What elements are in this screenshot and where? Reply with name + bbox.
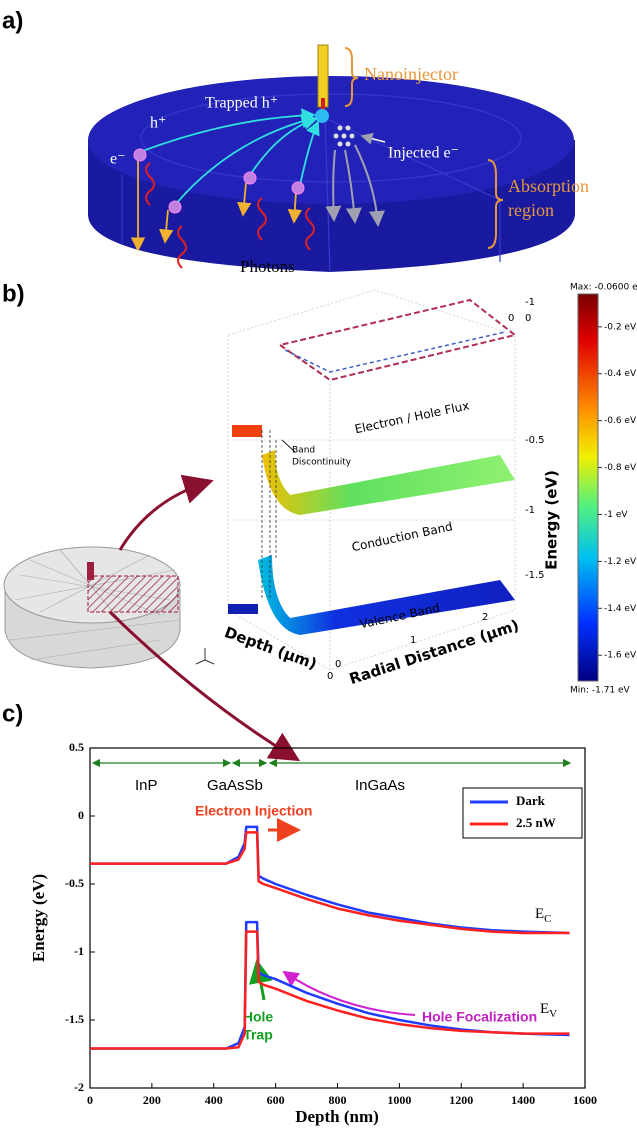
colorbar-ticks: -0.2 eV -0.4 eV -0.6 eV -0.8 eV -1 eV -1.2 eV… [598, 322, 637, 660]
colorbar [578, 294, 598, 681]
label: Band [292, 446, 315, 456]
y-tick-label: 0.5 [69, 740, 84, 754]
curve-label-sub: C [544, 913, 551, 925]
label: h⁺ [150, 115, 166, 132]
annotation: Electron Injection [195, 803, 312, 819]
band-block [232, 425, 262, 437]
tick-label: -1 [525, 297, 535, 308]
panel-label: a) [2, 7, 23, 34]
colorbar-tick-label: -0.6 eV [604, 416, 637, 426]
curve-label-main: E [535, 906, 544, 922]
annotation: Trap [243, 1027, 273, 1043]
tick-label: 0 [335, 659, 341, 670]
colorbar-tick-label: -1.6 eV [604, 651, 637, 661]
x-tick-label: 200 [143, 1093, 161, 1107]
x-tick-label: 1400 [511, 1093, 535, 1107]
colorbar-tick-label: -1.2 eV [604, 557, 637, 567]
colorbar-tick-label: -0.4 eV [604, 369, 637, 379]
tick-label: -0.5 [525, 435, 545, 446]
y-axis-title: Energy (eV) [29, 874, 48, 962]
label: Injected e⁻ [388, 145, 459, 162]
y-tick-label: -0.5 [65, 876, 84, 890]
colorbar-tick-label: -1 eV [604, 510, 628, 520]
nanoinjector [318, 45, 328, 107]
region-label: InGaAs [355, 777, 405, 794]
colorbar-tick-label: -0.8 eV [604, 463, 637, 473]
series-line [90, 827, 570, 933]
label: Trapped h⁺ [205, 95, 278, 112]
y-tick-label: -1 [74, 944, 84, 958]
x-tick-label: 400 [205, 1093, 223, 1107]
cylinder-top [88, 76, 574, 204]
panel-a: a) Trapped h⁺ Nanoinjector h⁺ e⁻ Injecte… [2, 7, 589, 276]
colorbar-tick-label: -1.4 eV [604, 604, 637, 614]
axis-title: Energy (eV) [543, 470, 561, 570]
label: Absorption [508, 176, 589, 196]
y-tick-label: -1.5 [65, 1012, 84, 1026]
section [88, 576, 178, 612]
legend-label: 2.5 nW [516, 815, 556, 830]
x-tick-label: 0 [87, 1093, 93, 1107]
label: Discontinuity [292, 458, 352, 468]
label: Conduction Band [350, 519, 453, 554]
trap-glow [315, 109, 329, 123]
label: Nanoinjector [364, 64, 458, 84]
figure: a) Trapped h⁺ Nanoinjector h⁺ e⁻ Injecte… [0, 0, 637, 1130]
x-tick-label: 800 [329, 1093, 347, 1107]
x-tick-label: 1000 [387, 1093, 411, 1107]
annotation: Hole [243, 1009, 274, 1025]
colorbar-min: Min: -1.71 eV [570, 686, 631, 696]
curve-label-main: E [540, 1001, 549, 1017]
annotation: Hole Focalization [422, 1009, 537, 1025]
panel-label: b) [2, 280, 25, 307]
tick-label: 0 [327, 671, 333, 682]
tick-label: 1 [410, 635, 416, 646]
tick-label: 2 [482, 612, 488, 623]
panel-b: b) Band Discontinuity Electron / Hole Fl… [2, 280, 637, 758]
label: e⁻ [110, 151, 126, 168]
tick-label: -1.5 [525, 570, 545, 581]
colorbar-max: Max: -0.0600 eV [570, 283, 637, 293]
legend-label: Dark [516, 793, 546, 808]
series-line [90, 932, 570, 1049]
curve-label: EV [540, 1001, 557, 1019]
tip [321, 98, 325, 110]
tick-label: 0 [508, 313, 514, 324]
band-block [228, 604, 258, 614]
flux-plane [280, 300, 515, 380]
region-label: InP [135, 777, 158, 794]
x-tick-label: 1600 [573, 1093, 597, 1107]
x-tick-label: 600 [267, 1093, 285, 1107]
y-tick-label: 0 [78, 808, 84, 822]
y-tick-label: -2 [74, 1080, 84, 1094]
x-tick-label: 1200 [449, 1093, 473, 1107]
x-axis-title: Depth (nm) [295, 1107, 379, 1126]
tick-label: 0 [525, 313, 531, 324]
label: Photons [240, 257, 295, 276]
tick-label: -1 [525, 505, 535, 516]
curve-label: EC [535, 906, 552, 924]
label: Electron / Hole Flux [353, 398, 470, 436]
panel-label: c) [2, 700, 23, 727]
series-line [90, 922, 570, 1048]
axis-triad [196, 648, 214, 664]
colorbar-tick-label: -0.2 eV [604, 322, 637, 332]
curve-label-sub: V [549, 1008, 557, 1020]
panel-c: c) Depth (nm) Energy (eV) InP GaAsSb InG… [2, 700, 597, 1126]
flux-plane [285, 332, 505, 372]
series-line [90, 832, 570, 933]
arrow [120, 482, 208, 550]
region-label: GaAsSb [207, 777, 263, 794]
label: region [508, 200, 554, 220]
